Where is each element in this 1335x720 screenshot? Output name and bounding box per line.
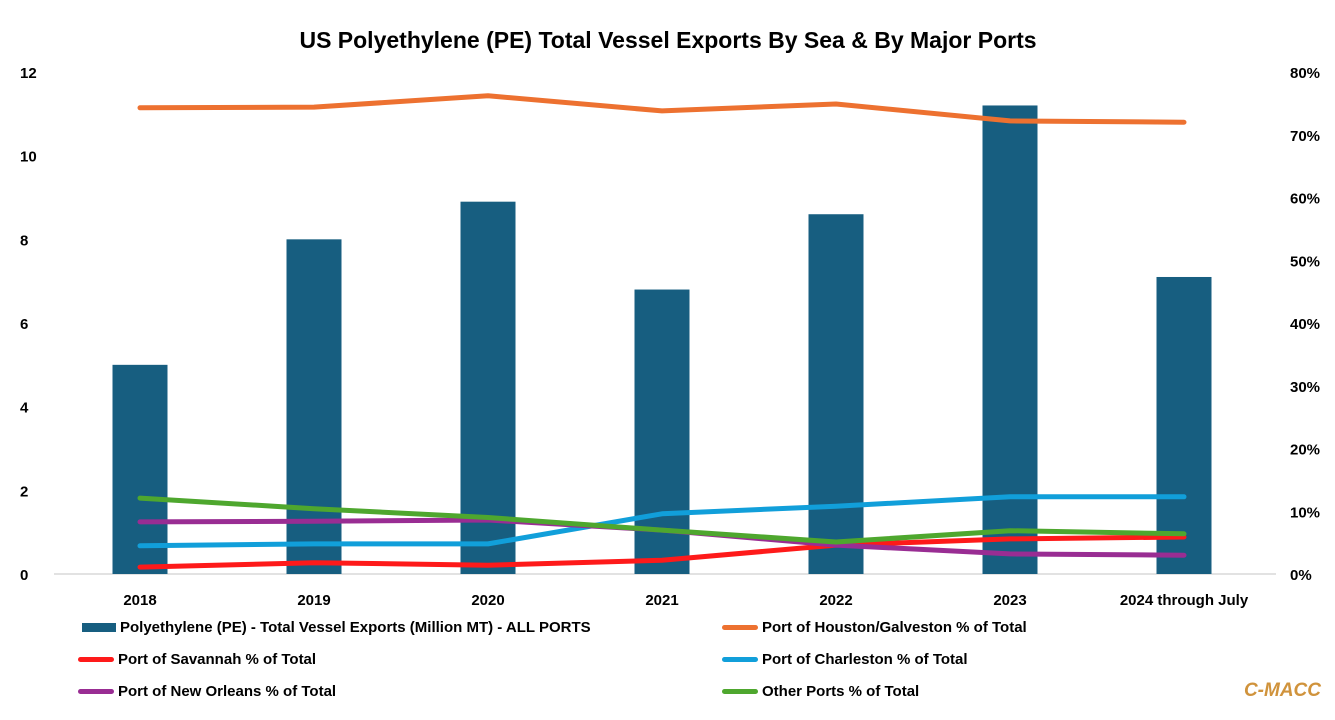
line-port-of-houston-galveston-of-total [137,93,1187,125]
left-tick-label: 10 [20,149,37,166]
legend-item-other: Other Ports % of Total [722,683,919,700]
right-tick-label: 10% [1290,504,1320,521]
line-port-of-savannah-of-total [137,534,1187,570]
x-tick-label: 2024 through July [1120,592,1249,609]
legend-label: Port of New Orleans % of Total [118,683,337,700]
legend-swatch-line [722,689,758,694]
right-tick-label: 40% [1290,316,1320,333]
right-tick-label: 80% [1290,65,1320,82]
legend-item-savannah: Port of Savannah % of Total [78,651,316,668]
legend-swatch-line [722,657,758,662]
legend-item-houston: Port of Houston/Galveston % of Total [722,619,1027,636]
left-tick-label: 0 [20,567,28,584]
legend-swatch-line [78,657,114,662]
legend-label: Other Ports % of Total [762,683,920,700]
legend-item-new-orleans: Port of New Orleans % of Total [78,683,336,700]
x-tick-label: 2021 [645,592,678,609]
legend-item-bars: Polyethylene (PE) - Total Vessel Exports… [82,619,591,636]
legend-swatch-bar [82,623,116,632]
legend-label: Port of Houston/Galveston % of Total [762,619,1027,636]
x-tick-label: 2023 [993,592,1026,609]
right-tick-label: 0% [1290,567,1312,584]
bar [808,214,864,574]
line-port-of-charleston-of-total [137,494,1187,549]
brand-logo-text: C-MACC [1243,680,1321,701]
bar-series [112,105,1212,575]
left-axis: 0 2 4 6 8 10 12 [20,65,37,584]
right-axis: 0% 10% 20% 30% 40% 50% 60% 70% 80% [1290,65,1320,584]
right-tick-label: 50% [1290,253,1320,270]
x-tick-label: 2019 [297,592,330,609]
left-tick-label: 12 [20,65,37,82]
left-tick-label: 4 [20,400,29,417]
line-other-ports-of-total [137,495,1187,545]
x-tick-label: 2018 [123,592,156,609]
bar [112,364,168,574]
right-tick-label: 20% [1290,442,1320,459]
left-tick-label: 8 [20,232,28,249]
x-axis-labels: 2018 2019 2020 2021 2022 2023 2024 through Jul… [123,592,1249,609]
bar [460,201,516,574]
x-tick-label: 2020 [471,592,504,609]
legend-label: Port of Charleston % of Total [762,651,968,668]
bar [1156,276,1212,574]
x-tick-label: 2022 [819,592,852,609]
right-tick-label: 70% [1290,128,1320,145]
left-tick-label: 6 [20,316,28,333]
legend-label: Polyethylene (PE) - Total Vessel Exports… [120,619,591,636]
legend-item-charleston: Port of Charleston % of Total [722,651,968,668]
legend-swatch-line [78,689,114,694]
legend-label: Port of Savannah % of Total [118,651,317,668]
line-series [137,93,1187,570]
legend-swatch-line [722,625,758,630]
combo-chart: US Polyethylene (PE) Total Vessel Export… [20,27,1320,609]
bar [982,105,1038,574]
right-tick-label: 30% [1290,379,1320,396]
right-tick-label: 60% [1290,191,1320,208]
chart-title: US Polyethylene (PE) Total Vessel Export… [299,27,1036,53]
left-tick-label: 2 [20,483,28,500]
bar [286,239,342,575]
